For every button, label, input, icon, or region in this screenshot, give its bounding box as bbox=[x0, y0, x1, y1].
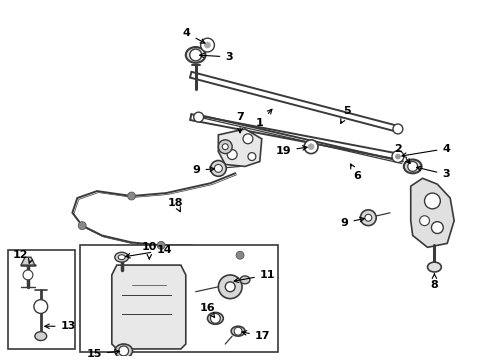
Circle shape bbox=[407, 162, 417, 171]
Text: 1: 1 bbox=[255, 109, 271, 128]
Text: 12: 12 bbox=[13, 250, 29, 260]
Circle shape bbox=[23, 270, 33, 280]
Ellipse shape bbox=[427, 262, 440, 272]
Circle shape bbox=[222, 144, 228, 150]
Text: 6: 6 bbox=[350, 164, 361, 181]
Circle shape bbox=[193, 112, 203, 122]
Circle shape bbox=[214, 165, 222, 172]
Text: 15: 15 bbox=[86, 349, 120, 359]
Circle shape bbox=[307, 144, 313, 150]
Text: 5: 5 bbox=[340, 106, 350, 123]
Text: 17: 17 bbox=[242, 331, 270, 341]
Text: 7: 7 bbox=[236, 112, 244, 133]
Text: 19: 19 bbox=[275, 146, 306, 156]
Text: 9: 9 bbox=[192, 165, 214, 175]
Circle shape bbox=[189, 49, 201, 61]
Circle shape bbox=[127, 192, 135, 200]
Circle shape bbox=[225, 282, 235, 292]
Ellipse shape bbox=[240, 276, 249, 284]
Circle shape bbox=[210, 314, 220, 323]
Text: 4: 4 bbox=[401, 144, 449, 157]
Circle shape bbox=[236, 251, 244, 259]
Text: 11: 11 bbox=[234, 270, 275, 283]
Circle shape bbox=[34, 300, 48, 314]
Circle shape bbox=[424, 193, 439, 209]
Circle shape bbox=[204, 42, 210, 48]
Circle shape bbox=[157, 242, 165, 249]
Circle shape bbox=[419, 216, 428, 226]
Circle shape bbox=[430, 222, 443, 234]
Circle shape bbox=[392, 124, 402, 134]
Circle shape bbox=[391, 150, 403, 162]
Circle shape bbox=[395, 154, 400, 159]
Circle shape bbox=[304, 140, 317, 154]
Circle shape bbox=[218, 275, 242, 299]
Ellipse shape bbox=[185, 47, 205, 63]
Polygon shape bbox=[21, 257, 35, 265]
Ellipse shape bbox=[115, 252, 128, 262]
Circle shape bbox=[227, 150, 237, 159]
Ellipse shape bbox=[35, 332, 47, 341]
Circle shape bbox=[218, 140, 232, 154]
Circle shape bbox=[210, 161, 226, 176]
Circle shape bbox=[392, 152, 402, 162]
Circle shape bbox=[247, 153, 255, 161]
Circle shape bbox=[78, 222, 86, 230]
Text: 10: 10 bbox=[142, 242, 157, 259]
Text: 16: 16 bbox=[199, 303, 215, 318]
Text: 2: 2 bbox=[393, 144, 409, 163]
Circle shape bbox=[200, 38, 214, 52]
Text: 4: 4 bbox=[183, 28, 204, 43]
Ellipse shape bbox=[207, 312, 223, 324]
Text: 3: 3 bbox=[199, 52, 232, 62]
Circle shape bbox=[119, 346, 128, 356]
Text: 13: 13 bbox=[45, 321, 76, 331]
Text: 18: 18 bbox=[168, 198, 183, 212]
Polygon shape bbox=[218, 129, 261, 166]
Ellipse shape bbox=[118, 255, 125, 260]
Circle shape bbox=[360, 210, 375, 226]
Ellipse shape bbox=[231, 326, 244, 336]
Text: 8: 8 bbox=[429, 274, 437, 290]
Circle shape bbox=[243, 134, 252, 144]
Ellipse shape bbox=[115, 344, 132, 358]
Bar bbox=[80, 246, 277, 352]
Bar bbox=[8, 250, 75, 349]
Text: 14: 14 bbox=[125, 245, 171, 258]
Polygon shape bbox=[410, 178, 453, 247]
Polygon shape bbox=[112, 265, 185, 349]
Circle shape bbox=[364, 214, 371, 221]
Circle shape bbox=[234, 327, 242, 335]
Text: 3: 3 bbox=[416, 166, 449, 179]
Text: 9: 9 bbox=[340, 217, 364, 228]
Ellipse shape bbox=[403, 159, 421, 173]
